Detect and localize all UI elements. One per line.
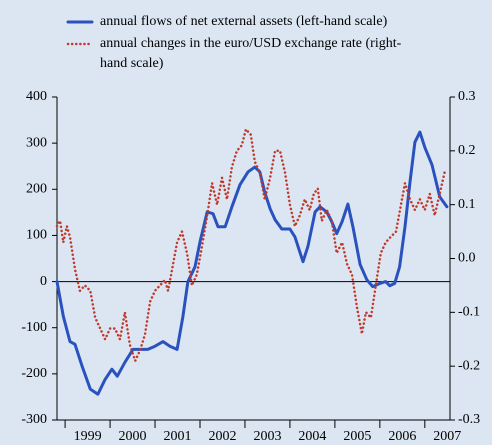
series-line (55, 128, 446, 363)
y2-tick-label: 0.2 (458, 143, 476, 158)
y2-tick-label: -0.1 (458, 305, 480, 320)
x-tick-label: 2004 (298, 429, 326, 444)
x-tick-label: 2001 (164, 429, 192, 444)
x-tick-label: 2003 (253, 429, 281, 444)
x-tick-label: 2000 (119, 429, 147, 444)
y-tick-label: 0 (40, 274, 47, 289)
x-tick-label: 1999 (74, 429, 102, 444)
y-tick-label: 300 (26, 135, 47, 150)
y2-tick-label: -0.2 (458, 358, 480, 373)
y-tick-label: 100 (26, 228, 47, 243)
legend-label: annual flows of net external assets (lef… (100, 14, 388, 29)
x-tick-label: 2006 (388, 429, 416, 444)
y2-tick-label: -0.3 (458, 412, 480, 427)
y-tick-label: -200 (21, 366, 47, 381)
x-tick-label: 2007 (433, 429, 461, 444)
y2-tick-label: 0.3 (458, 89, 476, 104)
x-tick-label: 2002 (208, 429, 236, 444)
x-tick-label: 2005 (343, 429, 371, 444)
y2-tick-label: 0.0 (458, 251, 476, 266)
y-tick-label: -100 (21, 320, 47, 335)
y-tick-label: 400 (26, 89, 47, 104)
series-line (55, 130, 449, 396)
y-tick-label: -300 (21, 412, 47, 427)
y-tick-label: 200 (26, 182, 47, 197)
y2-tick-label: 0.1 (458, 197, 476, 212)
legend-label: annual changes in the euro/USD exchange … (100, 36, 402, 71)
